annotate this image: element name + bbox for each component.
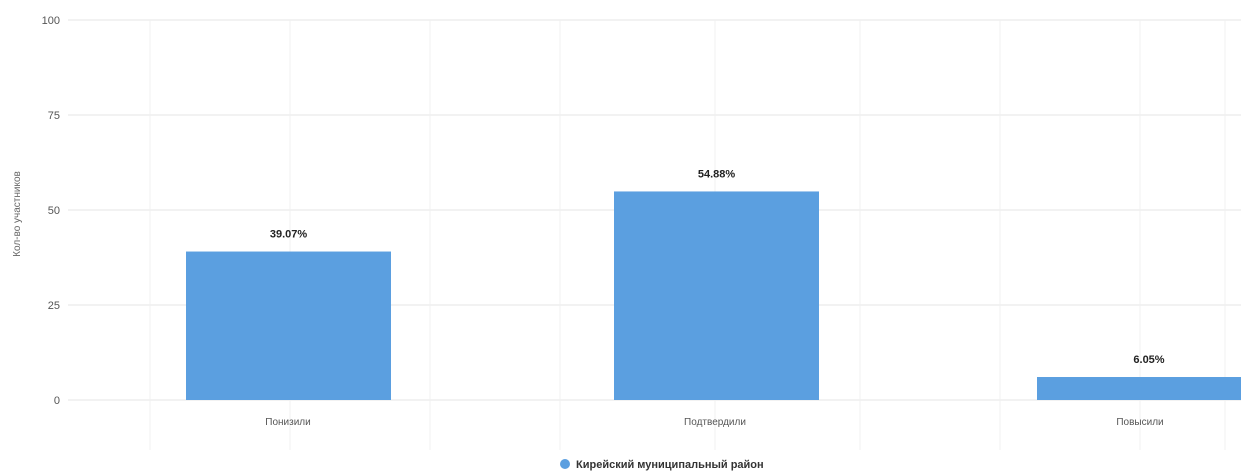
bar[interactable] — [186, 251, 391, 400]
y-tick-label: 100 — [42, 15, 60, 27]
y-tick-label: 50 — [48, 205, 60, 217]
x-category-label: Повысили — [1116, 417, 1163, 428]
x-category-label: Подтвердили — [684, 417, 746, 428]
y-axis-title: Кол-во участников — [12, 171, 23, 257]
data-labels: 39.07% 54.88% 6.05% — [270, 168, 1165, 366]
bar-value-label: 6.05% — [1133, 354, 1164, 366]
legend-marker — [560, 459, 570, 469]
y-tick-label: 25 — [48, 300, 60, 312]
x-axis-categories: Понизили Подтвердили Повысили — [265, 417, 1163, 428]
bar-value-label: 54.88% — [698, 168, 736, 180]
y-axis-ticks: 0 25 50 75 100 — [42, 15, 60, 407]
bar[interactable] — [614, 191, 819, 400]
y-tick-label: 0 — [54, 395, 60, 407]
bar-series — [186, 191, 1241, 400]
y-tick-label: 75 — [48, 110, 60, 122]
x-category-label: Понизили — [265, 417, 310, 428]
bar[interactable] — [1037, 377, 1241, 400]
legend[interactable]: Кирейский муниципальный район — [560, 459, 764, 471]
legend-label: Кирейский муниципальный район — [576, 459, 764, 471]
bar-value-label: 39.07% — [270, 229, 308, 241]
